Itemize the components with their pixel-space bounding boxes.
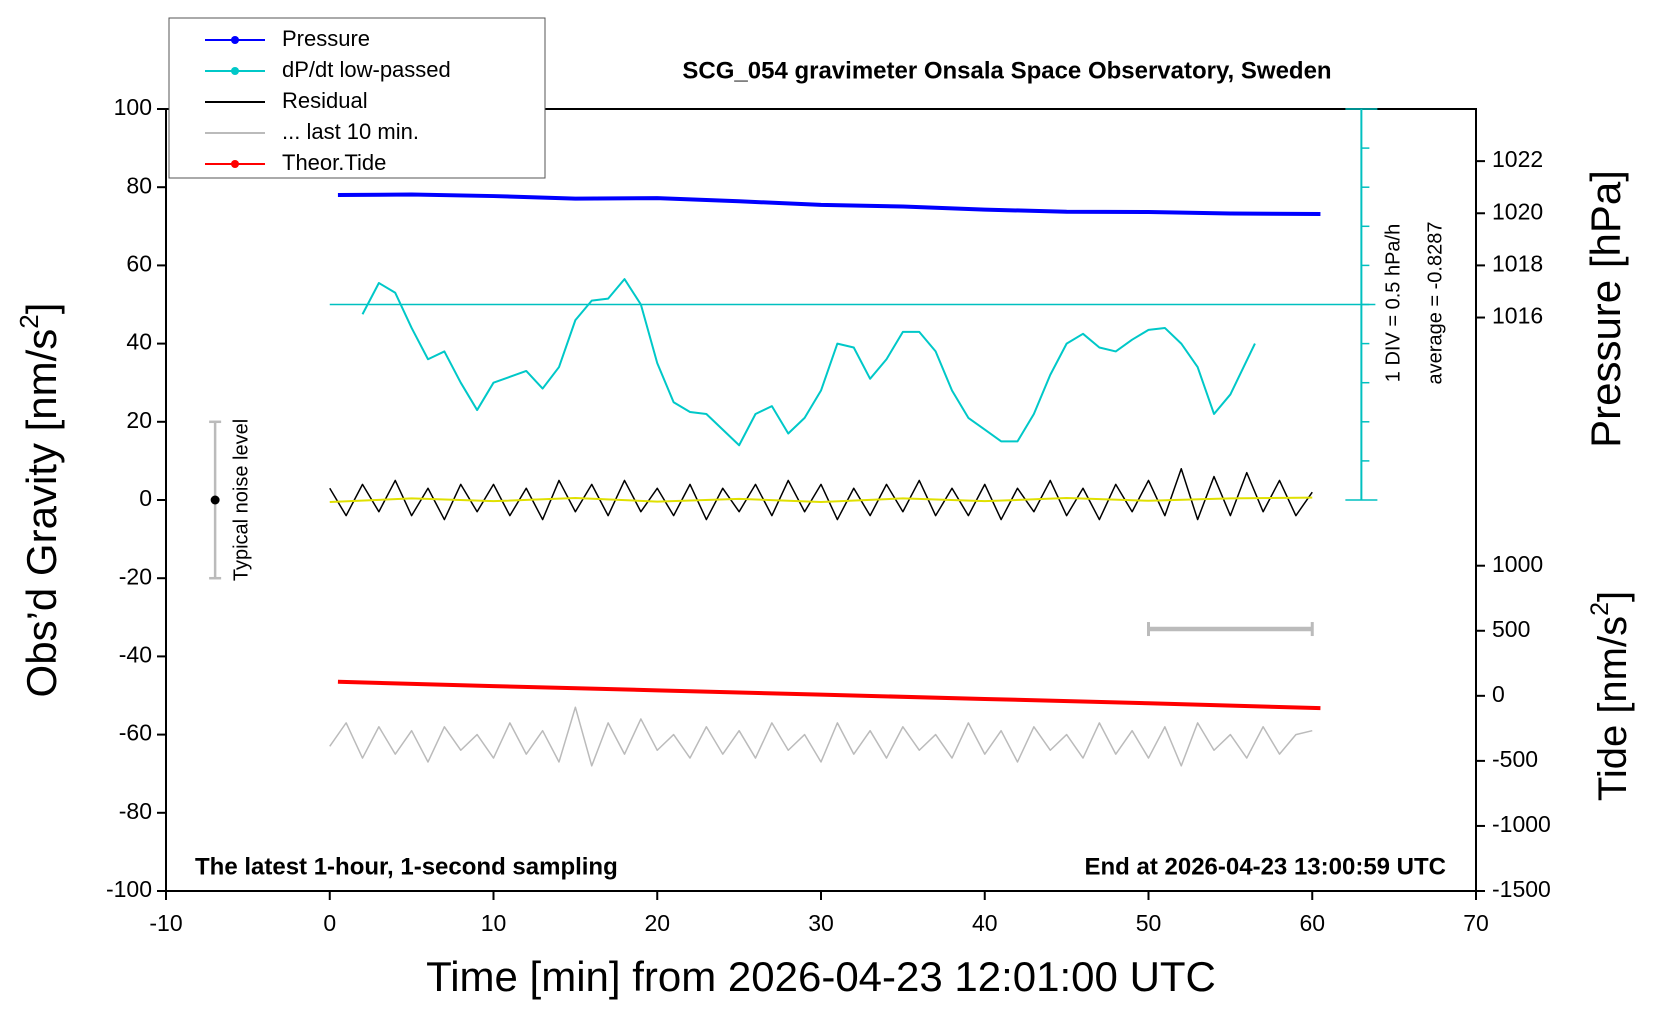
y2-tick-label: 1018 <box>1492 250 1543 276</box>
legend-marker <box>231 160 239 168</box>
label-sup: 2 <box>14 314 44 328</box>
y-tick-label: 0 <box>139 485 152 511</box>
noise-label: Typical noise level <box>230 419 252 581</box>
y-tick-label: 60 <box>126 250 152 276</box>
label-end: ] <box>1591 591 1635 602</box>
y3-tick-label: 0 <box>1492 681 1505 707</box>
legend-box <box>168 17 546 179</box>
legend-marker <box>231 36 239 44</box>
series-line <box>337 679 1321 711</box>
series-line <box>329 496 1313 503</box>
label-text: Obs’d Gravity [nm/s <box>18 329 65 698</box>
series-line <box>329 467 1313 521</box>
legend-label: ... last 10 min. <box>282 119 419 144</box>
y-tick-label: -80 <box>119 798 152 824</box>
dpdt-div-label: 1 DIV = 0.5 hPa/h <box>1383 224 1405 382</box>
series-line <box>337 192 1321 217</box>
x-tick-label: 70 <box>1463 910 1489 936</box>
y2-tick-label: 1022 <box>1492 146 1543 172</box>
x-tick-label: 10 <box>481 910 507 936</box>
y-tick-label: 80 <box>126 172 152 198</box>
y3-tick-label: -500 <box>1492 746 1538 772</box>
note-left: The latest 1-hour, 1-second sampling <box>195 853 618 880</box>
legend-marker <box>231 67 239 75</box>
legend-label: Pressure <box>282 26 370 51</box>
legend-label: dP/dt low-passed <box>282 57 451 82</box>
y-tick-label: 100 <box>114 94 152 120</box>
dpdt-average-label: average = -0.8287 <box>1425 222 1447 385</box>
y3-tick-label: -1000 <box>1492 811 1551 837</box>
y2-tick-label: 1016 <box>1492 303 1543 329</box>
y-tick-label: -60 <box>119 720 152 746</box>
noise-center <box>210 495 220 505</box>
y3-tick-label: -1500 <box>1492 876 1551 902</box>
y-axis-label: Obs’d Gravity [nm/s2] <box>14 303 65 698</box>
y3-tick-label: 1000 <box>1492 551 1543 577</box>
y2-tick-label: 1020 <box>1492 198 1543 224</box>
series-line <box>329 706 1313 767</box>
x-tick-label: 50 <box>1136 910 1162 936</box>
y2-axis-label: Pressure [hPa] <box>1582 170 1629 448</box>
x-tick-label: 0 <box>323 910 336 936</box>
x-tick-label: 20 <box>644 910 670 936</box>
y-tick-label: 40 <box>126 329 152 355</box>
x-tick-label: 60 <box>1299 910 1325 936</box>
y3-tick-label: 500 <box>1492 616 1530 642</box>
legend-label: Theor.Tide <box>282 150 386 175</box>
x-axis-label: Time [min] from 2026-04-23 12:01:00 UTC <box>426 953 1216 1000</box>
y-tick-label: -100 <box>106 876 152 902</box>
legend-label: Residual <box>282 88 368 113</box>
x-tick-label: -10 <box>149 910 182 936</box>
chart-title: SCG_054 gravimeter Onsala Space Observat… <box>682 57 1331 84</box>
y-tick-label: 20 <box>126 407 152 433</box>
y3-axis-label: Tide [nm/s2] <box>1586 591 1635 801</box>
x-tick-label: 30 <box>808 910 834 936</box>
note-right: End at 2026-04-23 13:00:59 UTC <box>1085 853 1447 880</box>
x-tick-label: 40 <box>972 910 998 936</box>
label-end: ] <box>18 303 65 315</box>
series-line <box>361 278 1256 447</box>
y-tick-label: -40 <box>119 641 152 667</box>
label-text: Tide [nm/s <box>1591 616 1635 801</box>
label-sup: 2 <box>1586 602 1614 616</box>
y-tick-label: -20 <box>119 563 152 589</box>
